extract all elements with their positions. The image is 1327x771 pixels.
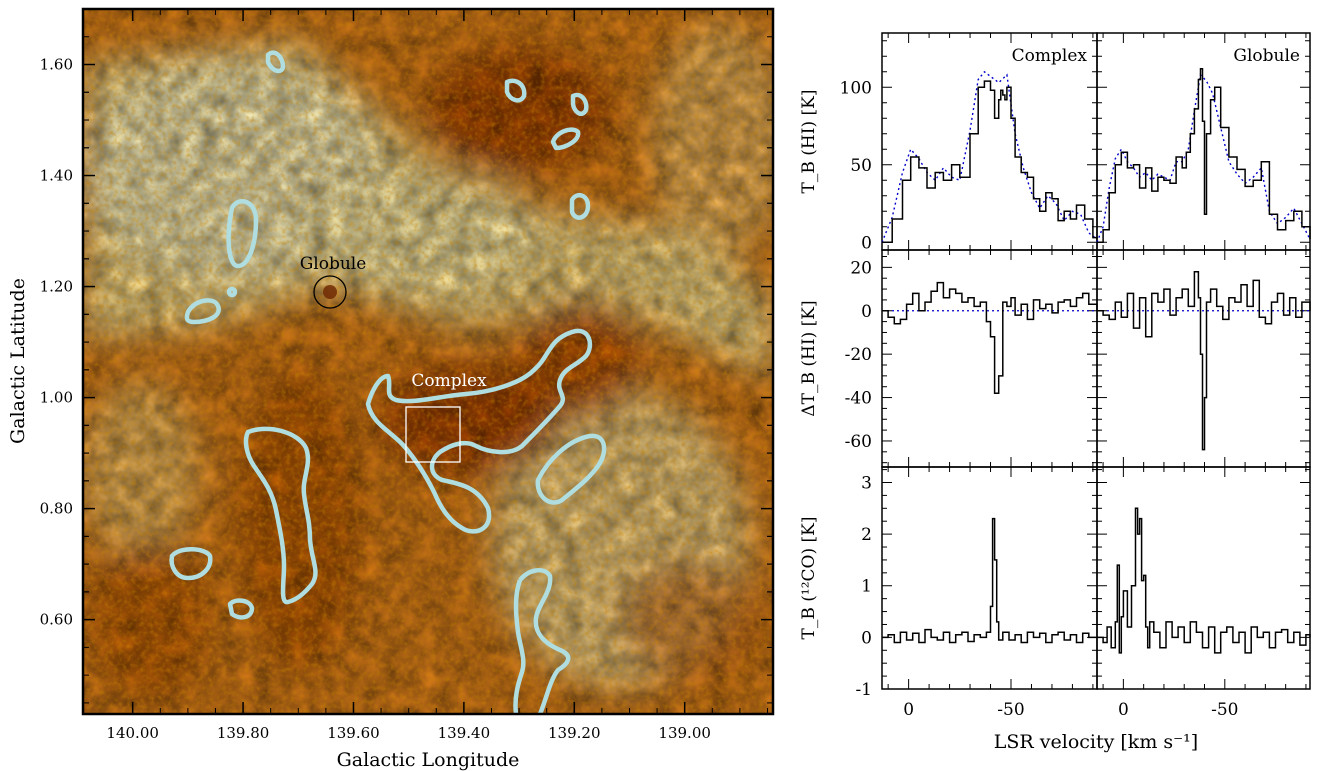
contour xyxy=(513,567,571,714)
spectra-y-tick-label: -20 xyxy=(845,345,872,365)
contour xyxy=(550,127,581,151)
spectra-x-tick-label: -50 xyxy=(997,700,1024,720)
spectra-y-tick-label: 0 xyxy=(861,233,872,253)
spectra-y-tick-label: 3 xyxy=(861,473,872,493)
map-y-tick-label: 1.00 xyxy=(40,389,73,407)
spectrum-panel-globule-2: 0 -50 xyxy=(1096,466,1311,720)
panel-frame xyxy=(1096,249,1311,468)
map-frame xyxy=(81,7,775,716)
spectra-y-tick-label: 100 xyxy=(840,78,872,98)
spectra-y-axis-label-row0: T_B (HI) [K] xyxy=(799,90,819,194)
map-axes: 140.00 139.80 139.60 139.40 139.20 139.00 0.60… xyxy=(40,9,773,742)
observed-spectrum-line xyxy=(1097,507,1311,654)
spectra-x-tick-label: -50 xyxy=(1211,700,1238,720)
contour xyxy=(184,298,221,325)
contour xyxy=(535,433,607,505)
co-contours xyxy=(169,50,607,714)
contour xyxy=(243,426,318,605)
observed-spectrum-line xyxy=(882,281,1098,394)
map-y-tick-label: 0.80 xyxy=(40,500,73,518)
globule-marker-circle xyxy=(313,275,347,309)
spectrum-panel-complex-1 xyxy=(881,249,1098,468)
map-y-tick-label: 0.60 xyxy=(40,611,73,629)
panel-title-complex: Complex xyxy=(1012,46,1088,66)
globule-dark-core xyxy=(323,285,337,299)
map-y-tick-label: 1.40 xyxy=(40,167,73,185)
map-x-tick-label: 139.80 xyxy=(217,724,270,742)
spectra-y-tick-label: 50 xyxy=(850,156,872,176)
map-x-tick-label: 139.60 xyxy=(327,724,380,742)
observed-spectrum-line xyxy=(1097,67,1311,244)
spectra-y-tick-label: 20 xyxy=(850,258,872,278)
map-x-tick-label: 139.20 xyxy=(548,724,601,742)
spectra-x-tick-label: 0 xyxy=(903,700,914,720)
contour xyxy=(169,547,213,581)
map-x-axis-label: Galactic Longitude xyxy=(337,749,520,771)
spectra-y-tick-label: -1 xyxy=(855,680,872,700)
spectra-x-axis-label: LSR velocity [km s⁻¹] xyxy=(994,731,1198,753)
panel-frame xyxy=(881,249,1098,468)
spectra-y-tick-label: -60 xyxy=(845,432,872,452)
spectra-x-tick-label: 0 xyxy=(1118,700,1129,720)
contour xyxy=(265,50,286,74)
observed-spectrum-line xyxy=(1097,270,1311,451)
complex-label: Complex xyxy=(411,371,487,391)
map-texture-dark xyxy=(83,9,773,714)
panel-frame xyxy=(1096,466,1311,690)
map-x-tick-label: 140.00 xyxy=(106,724,159,742)
hi-absorption-map xyxy=(83,9,773,714)
spectra-y-tick-label: 2 xyxy=(861,525,872,545)
spectra-y-tick-label: 1 xyxy=(861,577,872,597)
spectra-y-tick-label: -40 xyxy=(845,389,872,409)
contour xyxy=(227,598,255,620)
spectra-y-axis-label-row2: T_B (¹²CO) [K] xyxy=(799,517,819,640)
map-y-axis-label: Galactic Latitude xyxy=(7,278,29,444)
complex-contour xyxy=(365,328,593,534)
spectrum-panel-globule-0: Globule xyxy=(1096,32,1311,251)
contour xyxy=(569,192,591,220)
map-x-tick-label: 139.00 xyxy=(658,724,711,742)
complex-marker-box xyxy=(405,406,461,463)
panel-title-globule: Globule xyxy=(1233,46,1300,66)
contour xyxy=(504,78,527,103)
spectra-y-axis-label-row1: ΔT_B (HI) [K] xyxy=(799,300,819,416)
observed-spectrum-line xyxy=(882,80,1098,244)
spectrum-panel-complex-2: 0 -50 xyxy=(881,466,1098,720)
globule-label: Globule xyxy=(300,254,367,274)
map-y-tick-label: 1.20 xyxy=(40,278,73,296)
panel-frame xyxy=(881,466,1098,690)
contour xyxy=(226,286,238,298)
map-x-tick-label: 139.40 xyxy=(438,724,491,742)
model-spectrum-line xyxy=(881,70,1098,243)
observed-spectrum-line xyxy=(882,517,1097,644)
contour xyxy=(570,92,589,116)
contour xyxy=(226,199,259,269)
spectra-y-tick-label: 0 xyxy=(861,302,872,322)
map-y-tick-label: 1.60 xyxy=(40,56,73,74)
spectra-y-tick-label: 0 xyxy=(861,628,872,648)
spectrum-panel-globule-1 xyxy=(1096,249,1311,468)
spectrum-panel-complex-0: Complex xyxy=(881,32,1098,251)
